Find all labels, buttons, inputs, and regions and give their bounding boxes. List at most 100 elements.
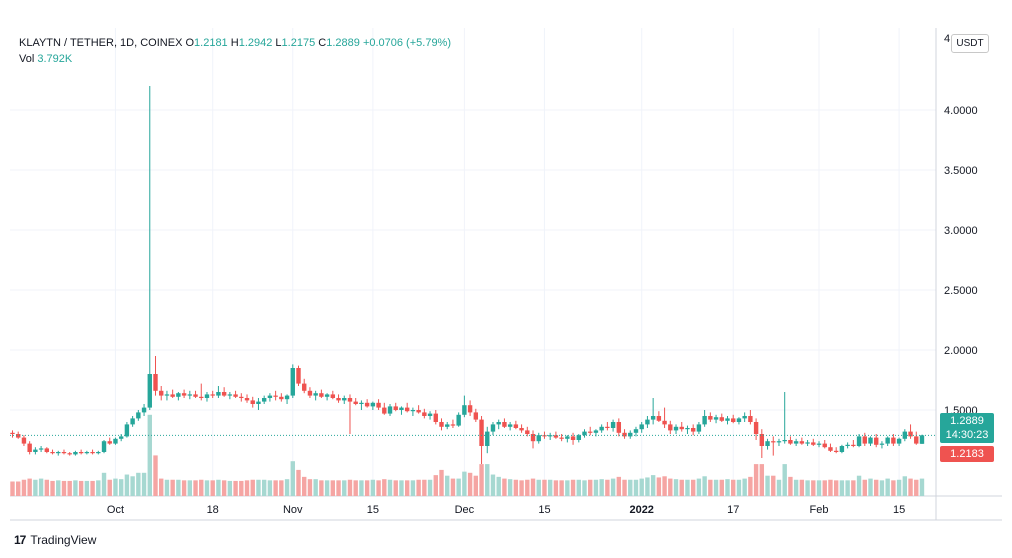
candle-body [359, 402, 364, 404]
candle [159, 386, 164, 401]
candle-body [816, 443, 822, 445]
candle [244, 394, 250, 403]
volume-bar [616, 476, 622, 496]
candle [650, 398, 656, 425]
volume-bar [244, 480, 250, 496]
volume-bar [10, 481, 15, 496]
candle [33, 447, 38, 455]
candle-body [187, 394, 193, 396]
candle-body [656, 416, 662, 421]
candle [193, 390, 198, 398]
volume-bar [856, 475, 862, 496]
candle-body [565, 436, 570, 439]
candle-body [387, 406, 393, 414]
candle-body [690, 428, 696, 432]
candle [416, 405, 421, 414]
candle [622, 429, 627, 439]
candle [21, 435, 27, 446]
candle-body [38, 448, 44, 450]
candle-body [204, 394, 210, 398]
candle-body [376, 402, 381, 408]
candle [845, 442, 850, 449]
currency-unit-button[interactable]: USDT [951, 34, 989, 53]
volume-bar [216, 479, 221, 496]
volume-bar [811, 480, 816, 496]
candle [828, 443, 833, 452]
candle-body [159, 390, 164, 396]
candle-body [21, 437, 27, 444]
candle [896, 437, 902, 446]
volume-bar [181, 480, 187, 496]
volume-bar [456, 478, 461, 496]
candle-body [124, 424, 130, 437]
candle-body [553, 435, 559, 438]
candle-body [702, 416, 707, 425]
candle-body [513, 424, 519, 428]
candle-body [673, 426, 679, 431]
volume-bar [290, 461, 295, 496]
candle-body [839, 446, 845, 452]
candle-body [96, 452, 101, 454]
candle-body [427, 413, 433, 416]
x-tick-label: 2022 [629, 504, 653, 516]
candle-body [273, 395, 278, 397]
candle-body [296, 368, 301, 384]
candle-body [221, 392, 227, 396]
volume-bar [582, 480, 587, 496]
low-label: L [275, 37, 282, 49]
volume-bar [822, 480, 827, 496]
symbol-label[interactable]: KLAYTN / TETHER, 1D, COINEX [19, 37, 183, 49]
candle [851, 440, 856, 448]
volume-bar [101, 472, 107, 496]
candle-body [462, 405, 467, 415]
candle-body [919, 435, 925, 444]
volume-label[interactable]: Vol [19, 53, 35, 65]
chart-legend: KLAYTN / TETHER, 1D, COINEX O1.2181 H1.2… [19, 35, 451, 67]
candle [353, 398, 358, 406]
candle [822, 440, 827, 449]
candle [176, 392, 181, 401]
volume-bar [73, 480, 78, 496]
tradingview-brand[interactable]: 17 TradingView [14, 533, 96, 547]
candle-body [67, 453, 72, 455]
time-axis[interactable]: Oct 18 Nov 15 Dec 15 2022 17 Feb 15 [107, 504, 905, 516]
candle-body [570, 436, 576, 440]
y-tick-label: 4.0000 [944, 105, 978, 117]
volume-bar [919, 478, 925, 496]
candle-body [605, 426, 610, 428]
candle-body [216, 392, 221, 396]
candle-body [324, 394, 330, 397]
candle [78, 449, 84, 455]
volume-bar [679, 479, 684, 496]
x-tick-label: 17 [727, 504, 739, 516]
volume-bar [44, 479, 50, 496]
candle-body [467, 405, 473, 413]
candle-body [588, 431, 593, 433]
candle [439, 418, 444, 431]
volume-bar [490, 474, 496, 496]
candle-body [856, 436, 862, 446]
volume-bar [376, 480, 381, 496]
x-tick-label: Nov [283, 504, 303, 516]
candle-body [16, 434, 21, 438]
candle-body [342, 398, 347, 401]
candle [101, 440, 107, 454]
candle [399, 406, 404, 415]
volume-bar [485, 464, 490, 496]
candle [547, 432, 553, 440]
candle [250, 396, 255, 408]
open-label: O [185, 37, 195, 49]
candle-body [622, 432, 627, 437]
volume-bar [118, 479, 124, 496]
volume-bar [239, 480, 244, 496]
candle-body [382, 407, 387, 414]
candle [565, 435, 570, 443]
volume-bar [38, 478, 44, 496]
candle [736, 417, 742, 425]
candle [445, 422, 450, 430]
volume-bar [816, 480, 822, 496]
candle [519, 424, 524, 433]
change-value: +0.0706 (+5.79%) [362, 37, 452, 49]
